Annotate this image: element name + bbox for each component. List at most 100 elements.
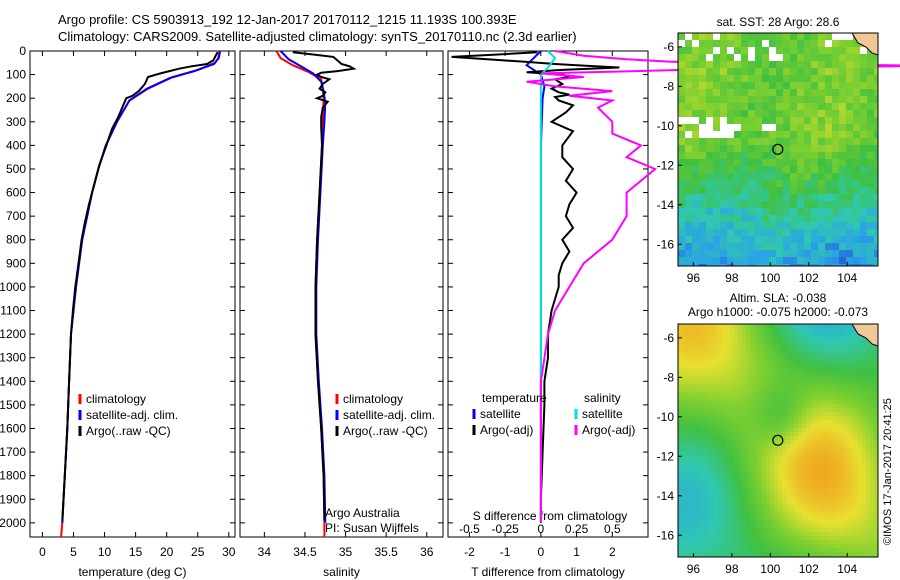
map-x-tick-label: 100 [760, 562, 780, 576]
plot-frame-temperature [29, 50, 236, 538]
y-tick-label: 1100 [0, 304, 26, 318]
map-x-tick-label: 104 [837, 562, 857, 576]
map-y-tick-label: -12 [657, 158, 675, 172]
x-tick-label: 15 [129, 545, 143, 559]
map-x-tick-label: 98 [725, 562, 739, 576]
y-tick-label: 300 [6, 115, 26, 129]
x2-tick-label: 0 [538, 522, 545, 536]
map-x-tick-label: 102 [799, 562, 819, 576]
map-y-tick-label: -8 [663, 79, 674, 93]
argo-location-marker [772, 143, 784, 155]
salinity-legend-label: Argo(..raw -QC) [343, 424, 428, 438]
series-line-argo-raw-qc- [61, 51, 219, 521]
sla-map-title: Altim. SLA: -0.038 [730, 291, 827, 305]
y-tick-label: 400 [6, 138, 26, 152]
map-frame-sla_map [677, 323, 879, 558]
y-tick-label: 600 [6, 186, 26, 200]
y-tick-label: 1300 [0, 351, 26, 365]
x2-axis-label: S difference from climatology [473, 509, 628, 523]
map-y-tick-label: -10 [657, 410, 675, 424]
plot-frame-difference [447, 50, 649, 538]
y-tick-label: 1900 [0, 492, 26, 506]
map-y-tick-label: -16 [657, 528, 675, 542]
temperature-legend-label: Argo(..raw -QC) [86, 424, 171, 438]
map-x-tick-label: 96 [687, 562, 701, 576]
x-tick-label: 2 [609, 545, 616, 559]
header-line-2: Climatology: CARS2009. Satellite-adjuste… [58, 29, 577, 44]
y-tick-label: 1500 [0, 398, 26, 412]
x-tick-label: 35 [339, 545, 353, 559]
x-tick-label: 0 [39, 545, 46, 559]
map-x-tick-label: 96 [687, 271, 701, 285]
map-field-sst_map [678, 33, 878, 266]
x2-tick-label: 0.5 [604, 522, 621, 536]
map-x-tick-label: 102 [799, 271, 819, 285]
y-tick-label: 1800 [0, 469, 26, 483]
x-tick-label: 34 [258, 545, 272, 559]
salinity-legend-label: climatology [343, 392, 403, 406]
plot-frame-salinity [239, 50, 444, 538]
y-tick-label: 500 [6, 162, 26, 176]
map-y-tick-label: -16 [657, 237, 675, 251]
x2-tick-label: -0.5 [459, 522, 480, 536]
series-line-t-argo-adj- [451, 51, 620, 523]
sla-map-subtitle: Argo h1000: -0.075 h2000: -0.073 [688, 305, 868, 319]
map-y-tick-label: -12 [657, 449, 675, 463]
x2-tick-label: -0.25 [491, 522, 519, 536]
map-x-tick-label: 100 [760, 271, 780, 285]
y-tick-label: 1200 [0, 327, 26, 341]
y-tick-label: 1400 [0, 374, 26, 388]
map-x-tick-label: 98 [725, 271, 739, 285]
y-tick-label: 1600 [0, 421, 26, 435]
series-line-s-argo-adj- [526, 50, 900, 523]
x-axis-label: temperature (deg C) [78, 565, 186, 579]
salinity-legend-title: salinity [584, 391, 621, 405]
x-tick-label: 5 [70, 545, 77, 559]
y-tick-label: 700 [6, 209, 26, 223]
map-y-tick-label: -10 [657, 119, 675, 133]
y-tick-label: 200 [6, 91, 26, 105]
diff-temperature-legend-label: Argo(-adj) [480, 423, 533, 437]
y-tick-label: 0 [19, 44, 26, 58]
coastline-land [851, 33, 878, 56]
temperature-legend-title: temperature [482, 391, 547, 405]
profile-annotation-institution: Argo Australia [325, 506, 400, 520]
x-tick-label: 1 [573, 545, 580, 559]
map-frame-sst_map [677, 32, 879, 267]
y-tick-label: 800 [6, 233, 26, 247]
x-tick-label: 35.5 [374, 545, 398, 559]
map-x-tick-label: 104 [837, 271, 857, 285]
profile-annotation-pi: PI: Susan Wijffels [325, 521, 419, 535]
series-line-argo-raw-qc- [292, 51, 357, 521]
argo-location-marker [772, 434, 784, 446]
sst-map-title: sat. SST: 28 Argo: 28.6 [717, 15, 840, 29]
map-y-tick-label: -8 [663, 370, 674, 384]
x-tick-label: 36 [420, 545, 434, 559]
x-tick-label: 25 [191, 545, 205, 559]
y-tick-label: 1000 [0, 280, 26, 294]
map-y-tick-label: -14 [657, 489, 675, 503]
map-y-tick-label: -6 [663, 40, 674, 54]
x-axis-label: T difference from climatology [471, 565, 625, 579]
x-tick-label: 30 [222, 545, 236, 559]
map-y-tick-label: -14 [657, 198, 675, 212]
coastline-land [851, 324, 878, 347]
y-tick-label: 1700 [0, 445, 26, 459]
y-tick-label: 100 [6, 68, 26, 82]
map-y-tick-label: -6 [663, 331, 674, 345]
x-tick-label: 10 [98, 545, 112, 559]
x-tick-label: 34.5 [293, 545, 317, 559]
x-tick-label: 20 [160, 545, 174, 559]
header-line-1: Argo profile: CS 5903913_192 12-Jan-2017… [58, 12, 517, 27]
y-tick-label: 2000 [0, 516, 26, 530]
x-tick-label: -1 [500, 545, 511, 559]
diff-salinity-legend-label: Argo(-adj) [582, 423, 635, 437]
temperature-legend-label: satellite-adj. clim. [86, 408, 178, 422]
map-field-sla_map [678, 324, 878, 557]
x2-tick-label: 0.25 [565, 522, 589, 536]
x-tick-label: 0 [538, 545, 545, 559]
y-tick-label: 900 [6, 256, 26, 270]
x-tick-label: -2 [464, 545, 475, 559]
diff-salinity-legend-label: satellite [582, 407, 623, 421]
